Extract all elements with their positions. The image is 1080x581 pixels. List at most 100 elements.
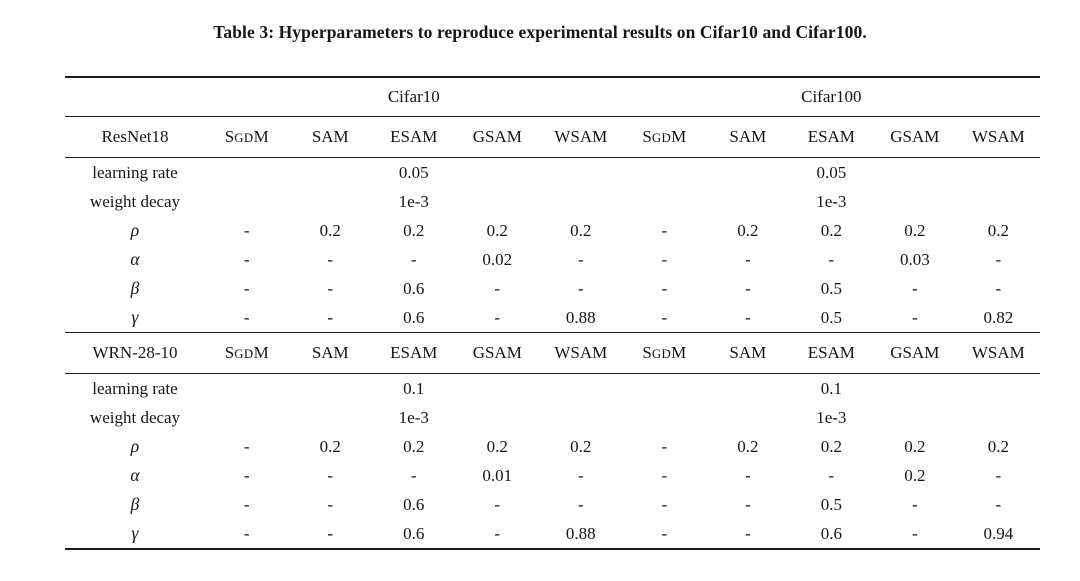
param-value: - (661, 249, 668, 269)
param-value: - (494, 307, 501, 327)
optimizer-header: SAM (706, 332, 790, 374)
param-value: - (744, 494, 751, 514)
param-value: - (661, 523, 668, 543)
param-value: 0.88 (565, 307, 596, 327)
dataset-header: Cifar100 (622, 77, 1041, 117)
param-value: - (327, 278, 334, 298)
param-value: - (744, 307, 751, 327)
optimizer-header: SGDM (622, 116, 707, 158)
optimizer-header: ESAM (789, 116, 874, 158)
param-value: 0.2 (486, 436, 508, 456)
table-row: γ - - 0.6 - 0.88 - - 0.5 - 0.82 (65, 303, 1040, 333)
param-label: weight decay (89, 191, 181, 211)
table-row: ρ - 0.2 0.2 0.2 0.2 - 0.2 0.2 0.2 0.2 (65, 432, 1040, 461)
param-value-span: 0.05 (398, 162, 429, 182)
param-value: 0.2 (319, 220, 341, 240)
param-value: - (661, 220, 668, 240)
param-value: 0.2 (737, 436, 759, 456)
optimizer-smallcaps-text: GD (651, 347, 672, 361)
param-value: 0.2 (904, 220, 926, 240)
param-value: 0.2 (904, 436, 926, 456)
optimizer-header: ESAM (372, 332, 456, 374)
optimizer-header: WSAM (539, 332, 623, 374)
param-value: 0.2 (987, 220, 1009, 240)
param-value: - (995, 465, 1002, 485)
table-row: ρ - 0.2 0.2 0.2 0.2 - 0.2 0.2 0.2 0.2 (65, 216, 1040, 245)
param-value: - (327, 465, 334, 485)
hyperparams-table: Cifar10 Cifar100 ResNet18 SGDM SAM ESAM GSAM WS… (65, 76, 1041, 550)
table-row: ResNet18 SGDM SAM ESAM GSAM WSAM SGDM SAM ESAM GS… (65, 116, 1041, 158)
optimizer-text: GSAM (890, 343, 940, 362)
param-value: - (327, 249, 334, 269)
optimizer-text: WSAM (554, 127, 608, 146)
param-label: β (130, 278, 140, 298)
param-value: - (327, 494, 334, 514)
param-value: 0.6 (820, 523, 842, 543)
param-value: - (744, 278, 751, 298)
param-value: 0.2 (904, 465, 926, 485)
optimizer-text: GSAM (890, 127, 940, 146)
param-value-span: 0.1 (403, 378, 425, 398)
optimizer-header: SAM (288, 116, 372, 158)
param-value: 0.03 (899, 249, 930, 269)
optimizer-header: ESAM (372, 116, 456, 158)
param-value: - (911, 523, 918, 543)
optimizer-text: S (224, 343, 235, 362)
optimizer-header: GSAM (455, 332, 539, 374)
param-value-span: 1e-3 (816, 407, 847, 427)
model-name: WRN-28-10 (65, 332, 205, 374)
param-value: 0.2 (570, 436, 592, 456)
param-value: 0.6 (403, 494, 425, 514)
param-value: 0.2 (570, 220, 592, 240)
param-value: - (661, 465, 668, 485)
optimizer-text: M (253, 127, 269, 146)
param-value-span: 1e-3 (398, 407, 429, 427)
table-row: β - - 0.6 - - - - 0.5 - - (65, 274, 1040, 303)
param-value: 0.2 (987, 436, 1009, 456)
param-value: - (744, 523, 751, 543)
optimizer-header: WSAM (956, 332, 1041, 374)
param-value: - (577, 278, 584, 298)
param-value: - (243, 465, 250, 485)
param-label: learning rate (92, 162, 178, 182)
optimizer-text: ESAM (807, 343, 855, 362)
param-value: 0.2 (403, 436, 425, 456)
param-value: 0.5 (820, 494, 842, 514)
param-value: - (661, 436, 668, 456)
param-value: - (744, 249, 751, 269)
optimizer-header: SAM (288, 332, 372, 374)
table-row: learning rate 0.1 0.1 (65, 374, 1040, 404)
optimizer-text: ESAM (390, 343, 438, 362)
optimizer-text: M (253, 343, 269, 362)
optimizer-text: M (671, 343, 687, 362)
param-value: 0.5 (820, 307, 842, 327)
optimizer-header: WSAM (956, 116, 1041, 158)
dataset-header: Cifar10 (205, 77, 623, 117)
table-row: β - - 0.6 - - - - 0.5 - - (65, 490, 1040, 519)
optimizer-text: GSAM (472, 343, 522, 362)
param-value: - (661, 494, 668, 514)
param-value: 0.01 (482, 465, 513, 485)
corner-cell (65, 77, 205, 117)
param-label: weight decay (89, 407, 181, 427)
param-value: - (828, 249, 835, 269)
param-value-span: 1e-3 (398, 191, 429, 211)
optimizer-text: SAM (311, 127, 349, 146)
param-value: - (243, 249, 250, 269)
param-value-span: 0.1 (820, 378, 842, 398)
optimizer-header: ESAM (789, 332, 874, 374)
param-label: β (130, 494, 140, 514)
param-value: - (828, 465, 835, 485)
optimizer-text: SAM (311, 343, 349, 362)
param-value: 0.02 (482, 249, 513, 269)
param-value: - (911, 307, 918, 327)
model-name: ResNet18 (65, 116, 205, 158)
param-value: - (661, 307, 668, 327)
param-label: α (130, 465, 140, 485)
optimizer-text: S (642, 127, 652, 146)
param-value: - (494, 494, 501, 514)
optimizer-text: M (671, 127, 687, 146)
optimizer-smallcaps-text: GD (651, 131, 672, 145)
table-row: WRN-28-10 SGDM SAM ESAM GSAM WSAM SGDM SAM ESAM G… (65, 332, 1041, 374)
